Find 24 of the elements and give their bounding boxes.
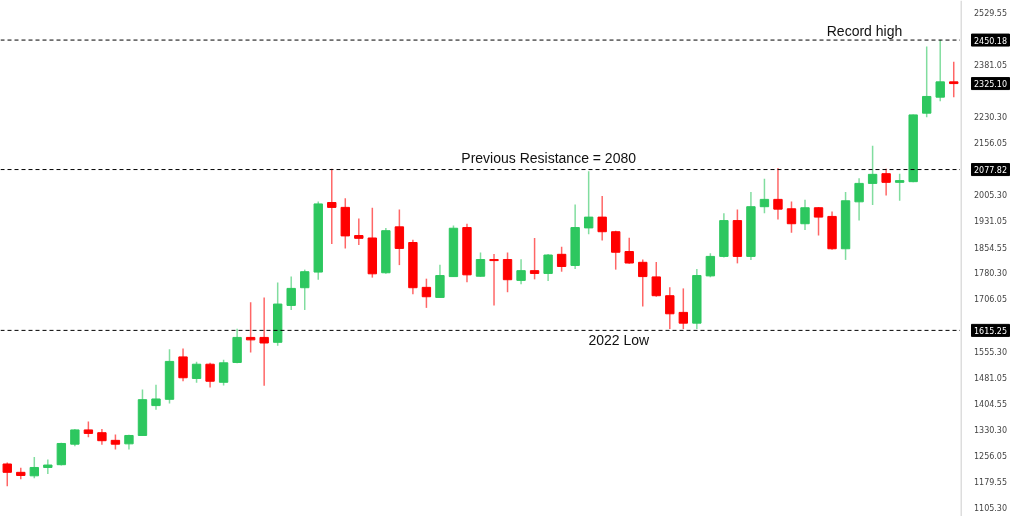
y-tick-label: 2230.30 <box>973 113 1008 123</box>
y-tick-label: 2005.30 <box>973 191 1008 201</box>
y-tick-label: 1404.55 <box>973 400 1008 410</box>
y-tick-label: 2381.05 <box>973 60 1008 70</box>
annotation: Record high <box>826 23 903 40</box>
y-tick-label: 1256.05 <box>973 451 1008 461</box>
annotation: Previous Resistance = 2080 <box>461 149 637 166</box>
annotation: 2022 Low <box>588 332 650 349</box>
y-tick-label: 1555.30 <box>973 347 1008 357</box>
y-tick-label: 2156.05 <box>973 138 1008 148</box>
ref-line-label: 2077.82 <box>973 166 1008 176</box>
y-tick-label: 1330.30 <box>973 425 1008 435</box>
y-tick-label: 1854.55 <box>973 243 1008 253</box>
ref-line-label: 1615.25 <box>973 326 1008 336</box>
text: 2325.10 <box>973 80 1008 90</box>
candlestick <box>43 458 53 475</box>
y-tick-label: 1931.05 <box>973 217 1008 227</box>
y-tick-label: 1481.05 <box>973 373 1008 383</box>
y-tick-label: 1179.55 <box>973 478 1008 488</box>
y-tick-label: 2529.55 <box>973 8 1008 18</box>
y-tick-label: 1706.05 <box>973 295 1008 305</box>
y-tick-label: 1105.30 <box>973 504 1008 514</box>
y-tick-label: 1780.30 <box>973 269 1008 279</box>
ref-line-label: 2450.18 <box>973 36 1008 46</box>
